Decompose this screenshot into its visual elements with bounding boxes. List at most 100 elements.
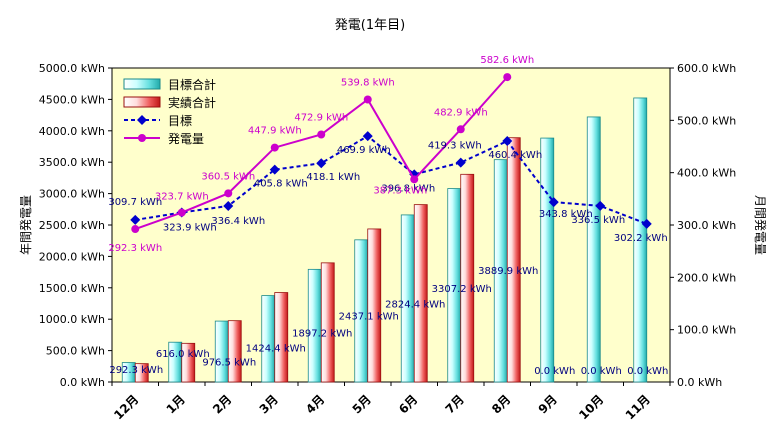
y-left-tick-label: 2000.0 kWh — [39, 250, 105, 263]
y-left-tick-label: 500.0 kWh — [46, 345, 105, 358]
target-data-label: 469.9 kWh — [337, 145, 391, 156]
x-tick-label: 10月 — [576, 392, 606, 422]
y-right-tick-label: 400.0 kWh — [677, 167, 736, 180]
target-data-label: 336.5 kWh — [571, 215, 625, 226]
generation-data-label: 447.9 kWh — [248, 126, 302, 137]
target-data-label: 396.8 kWh — [381, 183, 435, 194]
generation-data-label: 472.9 kWh — [294, 113, 348, 124]
generation-data-label: 387.3 kWh — [373, 185, 427, 196]
x-tick-label: 6月 — [396, 392, 420, 416]
x-tick-label: 1月 — [164, 392, 188, 416]
target-data-label: 323.9 kWh — [163, 222, 217, 233]
generation-data-label: 323.7 kWh — [155, 192, 209, 203]
legend-label: 目標合計 — [168, 77, 216, 92]
bar-actual-total — [227, 320, 242, 383]
line-layer — [130, 73, 652, 234]
y-left-tick-label: 5000.0 kWh — [39, 62, 105, 75]
target-point — [362, 131, 373, 142]
bar-actual-total — [181, 342, 196, 383]
bar-target-total — [540, 137, 555, 383]
target-point — [130, 214, 141, 225]
target-point — [223, 200, 234, 211]
bar-target-total — [261, 295, 276, 383]
target-data-label: 460.4 kWh — [488, 150, 542, 161]
chart-title: 発電(1年目) — [335, 18, 405, 33]
target-point — [316, 158, 327, 169]
target-data-label: 418.1 kWh — [306, 172, 360, 183]
generation-point — [317, 130, 326, 139]
bar-data-label: 1424.4 kWh — [246, 343, 306, 354]
target-line — [135, 134, 648, 225]
legend-label: 発電量 — [168, 132, 204, 146]
bar-actual-total — [320, 262, 335, 383]
x-tick-label: 4月 — [303, 392, 327, 416]
generation-point — [503, 73, 512, 82]
target-point — [269, 164, 280, 175]
x-tick-label: 2月 — [210, 392, 234, 416]
generation-point — [224, 189, 233, 198]
target-data-label: 343.8 kWh — [539, 209, 593, 220]
target-data-label: 405.8 kWh — [254, 179, 308, 190]
bar-target-total — [586, 116, 601, 383]
y-right-tick-label: 500.0 kWh — [677, 114, 736, 127]
bar-data-label: 0.0 kWh — [534, 366, 575, 377]
target-data-label: 309.7 kWh — [108, 197, 162, 208]
y-axis-right-label: 月間発電量 — [753, 195, 767, 255]
x-tick-label: 12月 — [111, 392, 141, 422]
y-left-tick-label: 1000.0 kWh — [39, 313, 105, 326]
target-point — [641, 218, 652, 229]
bar-data-label: 976.5 kWh — [202, 357, 256, 368]
x-tick-label: 8月 — [489, 392, 513, 416]
target-point — [502, 136, 513, 147]
legend-swatch-bar — [123, 96, 161, 108]
x-tick-label: 9月 — [536, 392, 560, 416]
x-tick-label: 3月 — [257, 392, 281, 416]
generation-point — [410, 175, 419, 184]
generation-point — [177, 208, 186, 217]
generation-data-label: 582.6 kWh — [480, 55, 534, 66]
bar-data-label: 3889.9 kWh — [478, 266, 538, 277]
y-right-tick-label: 0.0 kWh — [677, 376, 722, 389]
y-left-tick-label: 1500.0 kWh — [39, 282, 105, 295]
target-data-label: 336.4 kWh — [211, 216, 265, 227]
generation-data-label: 360.5 kWh — [201, 171, 255, 182]
y-right-tick-label: 200.0 kWh — [677, 271, 736, 284]
generation-point — [456, 125, 465, 134]
bar-target-total — [214, 320, 229, 383]
legend-swatch-bar — [123, 78, 161, 90]
bar-target-total — [633, 97, 648, 383]
legend-marker-circle — [138, 134, 146, 142]
bar-data-label: 2437.1 kWh — [339, 311, 399, 322]
generation-data-label: 539.8 kWh — [341, 78, 395, 89]
bar-data-label: 2824.4 kWh — [385, 299, 445, 310]
bar-data-label: 0.0 kWh — [581, 366, 622, 377]
y-left-tick-label: 3500.0 kWh — [39, 156, 105, 169]
bar-layer — [121, 97, 648, 383]
y-axis-left-label: 年間発電量 — [19, 195, 33, 255]
generation-data-label: 482.9 kWh — [434, 107, 488, 118]
bar-data-label: 3307.2 kWh — [432, 284, 492, 295]
target-data-label: 302.2 kWh — [614, 233, 668, 244]
bar-actual-total — [274, 292, 289, 383]
bar-actual-total — [413, 204, 428, 383]
y-left-tick-label: 0.0 kWh — [60, 376, 105, 389]
bar-target-total — [307, 268, 322, 383]
y-right-tick-label: 300.0 kWh — [677, 219, 736, 232]
legend-label: 目標 — [168, 114, 192, 128]
x-tick-label: 5月 — [350, 392, 374, 416]
target-data-label: 419.3 kWh — [428, 141, 482, 152]
generation-point — [131, 225, 140, 234]
bar-data-label: 0.0 kWh — [627, 366, 668, 377]
bar-data-label: 616.0 kWh — [156, 349, 210, 360]
generation-point — [270, 143, 279, 152]
generation-point — [363, 95, 372, 104]
bar-actual-total — [367, 228, 382, 383]
generation-data-label: 292.3 kWh — [108, 243, 162, 254]
y-right-tick-label: 100.0 kWh — [677, 324, 736, 337]
x-tick-label: 11月 — [623, 392, 653, 422]
y-left-tick-label: 2500.0 kWh — [39, 219, 105, 232]
legend-label: 実績合計 — [168, 95, 216, 110]
